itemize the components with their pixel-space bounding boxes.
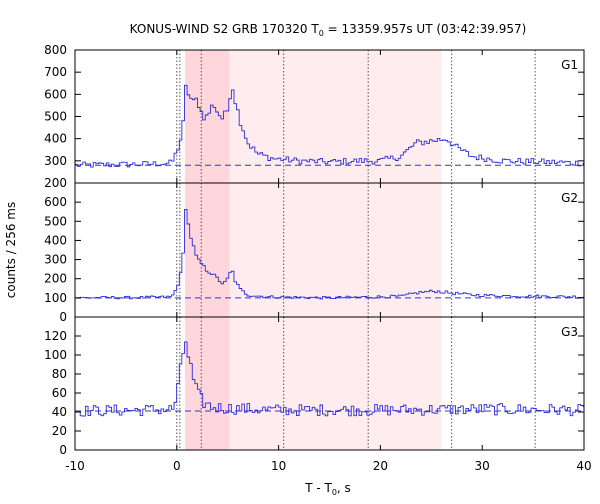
plot-layer: 200300400500600700800G101002003004005006… <box>44 43 592 473</box>
panel-g3: 0 20 40 60 80 100 120 G3 <box>44 316 585 457</box>
y-axis-title: counts / 256 ms <box>4 202 18 298</box>
y-tick-label: 700 <box>44 65 67 79</box>
x-tick-label: 10 <box>271 459 286 473</box>
x-tick-label: 0 <box>173 459 181 473</box>
y-tick-label: 120 <box>44 329 67 343</box>
shaded-interval-1 <box>229 50 442 183</box>
light-curve-g1 <box>75 84 584 168</box>
y-tick-label: 60 <box>52 386 67 400</box>
chart-title: KONUS-WIND S2 GRB 170320 T0 = 13359.957s… <box>130 22 527 38</box>
y-tick-label: 600 <box>44 195 67 209</box>
y-tick-label: 0 <box>59 310 67 324</box>
x-tick-label: -10 <box>65 459 85 473</box>
panel-g1: 200 300 400 500 600 700 800 G1 <box>44 43 585 190</box>
y-tick-label: 200 <box>44 272 67 286</box>
y-tick-label: 0 <box>59 443 67 457</box>
panel-label-g3: G3 <box>561 325 578 339</box>
y-tick-label: 20 <box>52 424 67 438</box>
y-tick-label: 400 <box>44 132 67 146</box>
y-tick-label: 500 <box>44 110 67 124</box>
y-tick-label: 100 <box>44 348 67 362</box>
x-axis-title: T - T0, s <box>304 481 351 497</box>
y-tick-label: 40 <box>52 405 67 419</box>
y-tick-label: 400 <box>44 233 67 247</box>
light-curve-g2 <box>75 208 584 300</box>
x-tick-label: 20 <box>373 459 388 473</box>
y-tick-label: 500 <box>44 214 67 228</box>
panel-label-g2: G2 <box>561 191 578 205</box>
y-tick-label: 600 <box>44 87 67 101</box>
shaded-interval-1 <box>229 317 442 450</box>
shaded-interval-0 <box>184 50 230 183</box>
shaded-interval-0 <box>184 183 230 317</box>
y-tick-label: 800 <box>44 43 67 57</box>
panel-frame <box>74 316 585 451</box>
y-tick-label: 80 <box>52 367 67 381</box>
y-tick-label: 100 <box>44 291 67 305</box>
light-curve-g3 <box>75 341 584 417</box>
panel-label-g1: G1 <box>561 58 578 72</box>
y-tick-label: 300 <box>44 154 67 168</box>
y-tick-label: 200 <box>44 176 67 190</box>
x-tick-label: 40 <box>576 459 591 473</box>
shaded-interval-0 <box>184 317 230 450</box>
y-tick-label: 300 <box>44 253 67 267</box>
panel-g2: 0 100 200 300 400 500 600 G2 <box>44 182 585 324</box>
x-tick-label: 30 <box>475 459 490 473</box>
